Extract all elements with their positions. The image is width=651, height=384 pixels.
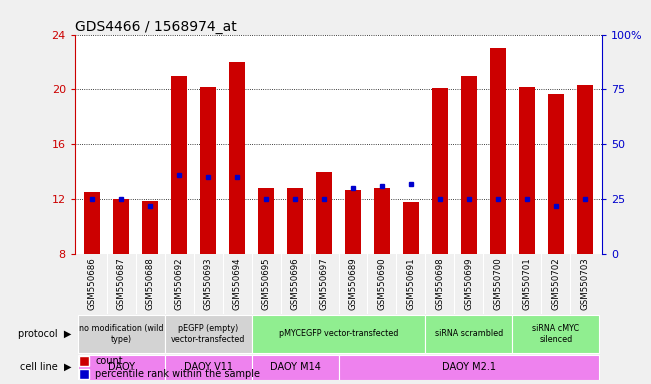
FancyBboxPatch shape bbox=[426, 314, 512, 353]
Text: siRNA scrambled: siRNA scrambled bbox=[435, 329, 503, 338]
FancyBboxPatch shape bbox=[251, 314, 426, 353]
Text: GSM550686: GSM550686 bbox=[88, 257, 97, 310]
Text: GSM550691: GSM550691 bbox=[406, 257, 415, 310]
Text: DAOY M14: DAOY M14 bbox=[270, 362, 320, 372]
Text: GSM550703: GSM550703 bbox=[580, 257, 589, 310]
Bar bbox=[519, 87, 535, 254]
Text: GSM550695: GSM550695 bbox=[262, 257, 271, 310]
FancyBboxPatch shape bbox=[77, 314, 165, 353]
Text: GSM550689: GSM550689 bbox=[348, 257, 357, 310]
Text: GSM550690: GSM550690 bbox=[378, 257, 387, 310]
FancyBboxPatch shape bbox=[251, 354, 339, 380]
Bar bbox=[200, 87, 216, 254]
Bar bbox=[432, 88, 448, 254]
Bar bbox=[403, 202, 419, 254]
Bar bbox=[316, 172, 332, 254]
Text: GSM550701: GSM550701 bbox=[522, 257, 531, 310]
Text: pMYCEGFP vector-transfected: pMYCEGFP vector-transfected bbox=[279, 329, 398, 338]
Text: DAOY: DAOY bbox=[107, 362, 135, 372]
Bar bbox=[258, 188, 274, 254]
Text: GSM550694: GSM550694 bbox=[232, 257, 242, 310]
Text: GSM550699: GSM550699 bbox=[464, 257, 473, 310]
Bar bbox=[113, 199, 129, 254]
FancyBboxPatch shape bbox=[512, 314, 600, 353]
Bar bbox=[171, 76, 187, 254]
Legend: count, percentile rank within the sample: count, percentile rank within the sample bbox=[79, 356, 260, 379]
FancyBboxPatch shape bbox=[165, 314, 251, 353]
Text: pEGFP (empty)
vector-transfected: pEGFP (empty) vector-transfected bbox=[171, 324, 245, 344]
Bar bbox=[374, 188, 390, 254]
Text: GSM550693: GSM550693 bbox=[204, 257, 213, 310]
Text: siRNA cMYC
silenced: siRNA cMYC silenced bbox=[533, 324, 579, 344]
Text: protocol  ▶: protocol ▶ bbox=[18, 329, 72, 339]
Bar bbox=[142, 201, 158, 254]
Bar bbox=[490, 48, 506, 254]
Bar bbox=[548, 94, 564, 254]
Text: no modification (wild
type): no modification (wild type) bbox=[79, 324, 163, 344]
Bar bbox=[577, 85, 593, 254]
Bar bbox=[287, 188, 303, 254]
Text: cell line  ▶: cell line ▶ bbox=[20, 362, 72, 372]
Bar bbox=[345, 190, 361, 254]
Text: GSM550698: GSM550698 bbox=[436, 257, 445, 310]
Text: GSM550702: GSM550702 bbox=[551, 257, 561, 310]
Text: GSM550692: GSM550692 bbox=[174, 257, 184, 310]
FancyBboxPatch shape bbox=[165, 354, 251, 380]
Text: GSM550696: GSM550696 bbox=[290, 257, 299, 310]
Text: GSM550687: GSM550687 bbox=[117, 257, 126, 310]
Text: GDS4466 / 1568974_at: GDS4466 / 1568974_at bbox=[75, 20, 236, 33]
FancyBboxPatch shape bbox=[77, 354, 165, 380]
Text: DAOY M2.1: DAOY M2.1 bbox=[442, 362, 496, 372]
Bar bbox=[84, 192, 100, 254]
Text: GSM550697: GSM550697 bbox=[320, 257, 329, 310]
Text: GSM550700: GSM550700 bbox=[493, 257, 503, 310]
Bar bbox=[461, 76, 477, 254]
FancyBboxPatch shape bbox=[339, 354, 600, 380]
Text: GSM550688: GSM550688 bbox=[146, 257, 155, 310]
Text: DAOY V11: DAOY V11 bbox=[184, 362, 232, 372]
Bar bbox=[229, 62, 245, 254]
